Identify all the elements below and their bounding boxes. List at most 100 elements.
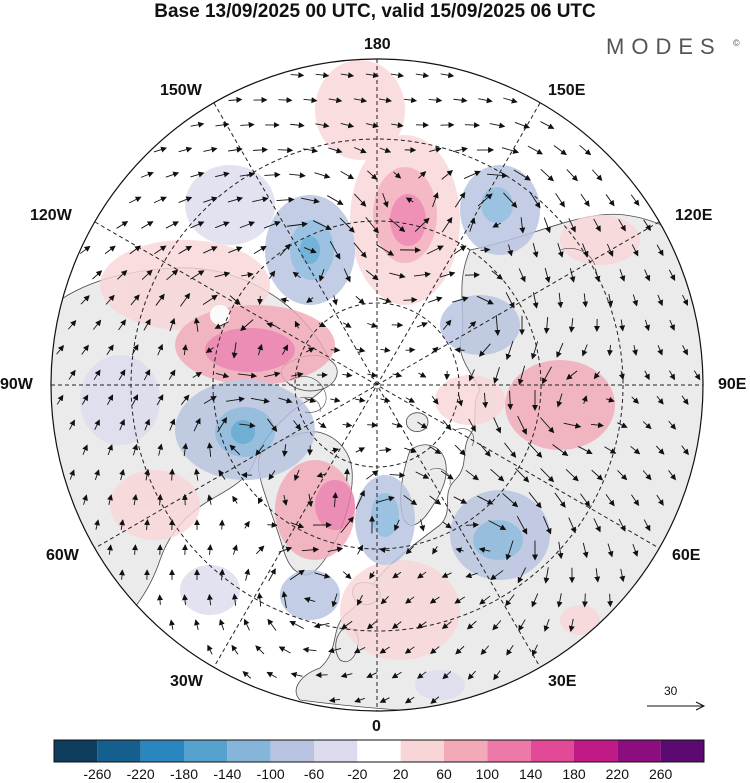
wind-arrow — [590, 422, 605, 429]
wind-arrow — [206, 442, 213, 457]
wind-arrow — [182, 442, 189, 457]
wind-arrow — [306, 296, 314, 303]
wind-arrow — [540, 168, 554, 182]
wind-arrow — [81, 344, 89, 355]
wind-arrow — [106, 344, 114, 356]
wind-arrow — [532, 292, 539, 309]
wind-arrow — [367, 322, 378, 328]
wind-arrow — [468, 321, 477, 329]
wind-arrow — [391, 621, 402, 629]
anomaly-negative — [185, 165, 275, 245]
wind-arrow — [94, 469, 100, 480]
wind-arrow — [239, 221, 256, 229]
wind-arrow — [240, 319, 254, 332]
wind-arrow — [631, 244, 639, 257]
wind-arrow — [353, 242, 367, 258]
wind-arrow — [405, 546, 414, 555]
wind-arrow — [542, 366, 552, 385]
wind-arrow — [79, 245, 91, 254]
wind-arrow — [594, 568, 601, 583]
wind-arrow — [376, 244, 395, 256]
wind-arrow — [252, 146, 269, 153]
wind-arrow — [631, 396, 640, 404]
wind-arrow — [518, 619, 526, 632]
wind-arrow — [431, 395, 439, 405]
wind-arrow — [644, 370, 650, 381]
map-border — [50, 58, 704, 712]
colorbar-tick-label: 180 — [562, 766, 586, 782]
wind-arrow — [453, 496, 468, 504]
wind-arrow — [281, 444, 288, 457]
wind-arrow — [442, 319, 452, 330]
wind-arrow — [365, 72, 380, 79]
wind-arrow — [556, 342, 564, 358]
wind-arrow — [178, 245, 193, 255]
wind-arrow — [312, 220, 332, 230]
wind-arrow — [207, 494, 213, 505]
wind-arrow — [107, 394, 114, 406]
wind-arrow — [353, 147, 367, 154]
wind-arrow — [266, 322, 277, 328]
wind-arrow — [642, 470, 652, 481]
anomaly-positive — [110, 470, 200, 540]
wind-arrow — [566, 169, 578, 182]
anomaly-negative — [481, 187, 513, 223]
wind-arrow — [144, 468, 151, 481]
wind-arrow — [580, 193, 590, 207]
wind-arrow — [528, 442, 543, 458]
wind-arrow — [215, 221, 230, 229]
colorbar-tick-label: -180 — [169, 766, 199, 782]
wind-arrow — [232, 544, 238, 555]
wind-arrow — [239, 171, 256, 178]
colorbar-tick-label: -60 — [303, 766, 325, 782]
wind-arrow — [607, 593, 614, 608]
wind-arrow — [428, 97, 443, 104]
wind-arrow — [380, 397, 391, 403]
wind-arrow — [267, 521, 278, 528]
wind-arrow — [517, 415, 527, 435]
wind-arrow — [56, 344, 65, 355]
wind-arrow — [318, 421, 327, 429]
wind-arrow — [141, 221, 154, 229]
lon-label-90e: 90E — [718, 376, 747, 393]
wind-arrow — [563, 422, 582, 429]
colorbar-tick-label: 60 — [436, 766, 452, 782]
wind-arrow — [132, 443, 139, 456]
wind-arrow — [305, 347, 315, 353]
wind-arrow — [580, 493, 591, 508]
wind-arrow — [276, 196, 295, 203]
wind-arrow — [277, 147, 294, 154]
wind-arrow — [267, 418, 278, 432]
wind-arrow — [228, 246, 243, 254]
wind-arrow — [291, 371, 304, 378]
wind-arrow — [104, 245, 116, 255]
wind-arrow — [553, 145, 567, 156]
wind-arrow — [454, 245, 467, 255]
colorbar-segment — [617, 740, 661, 762]
colorbar-tick-label: -220 — [126, 766, 155, 782]
wind-arrow — [157, 343, 164, 356]
wind-arrow — [404, 646, 415, 654]
wind-arrow — [531, 644, 538, 657]
colorbar — [53, 739, 705, 763]
wind-arrow — [365, 216, 379, 234]
wind-arrow — [416, 322, 428, 328]
wind-arrow — [591, 169, 603, 181]
wind-arrow — [331, 593, 338, 608]
anomaly-positive — [560, 605, 600, 635]
wind-arrow — [329, 241, 341, 260]
wind-arrow — [681, 395, 689, 406]
wind-arrow — [278, 397, 293, 404]
wind-arrow — [465, 469, 479, 481]
wind-arrow — [487, 172, 508, 179]
wind-arrow — [552, 444, 569, 457]
wind-arrow — [242, 670, 252, 679]
wind-arrow — [315, 122, 330, 129]
wind-arrow — [169, 317, 176, 332]
wind-arrow — [328, 697, 341, 703]
wind-arrow — [229, 444, 241, 456]
wind-arrow — [379, 646, 390, 654]
wind-arrow — [302, 147, 319, 154]
wind-arrow — [418, 171, 427, 179]
wind-arrow — [268, 270, 276, 279]
